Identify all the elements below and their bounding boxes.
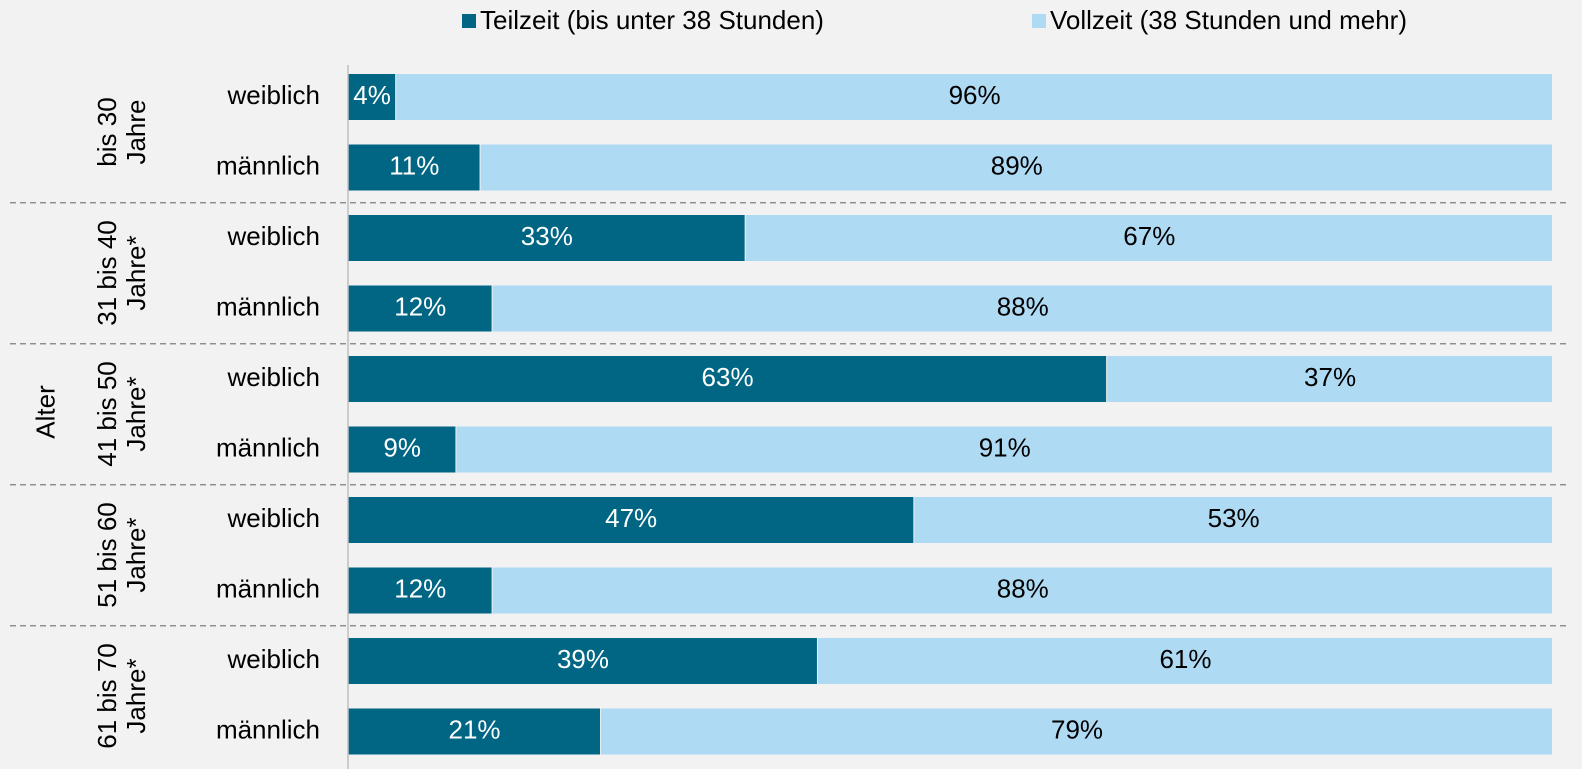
value-label: 96% [949, 80, 1001, 110]
legend-label: Teilzeit (bis unter 38 Stunden) [480, 5, 824, 35]
bar-segment [348, 708, 601, 755]
group-label: 51 bis 60 Jahre* [92, 502, 151, 609]
value-label: 37% [1304, 362, 1356, 392]
category-label: weiblich [227, 221, 321, 251]
value-label: 61% [1159, 644, 1211, 674]
bar-segment [348, 215, 745, 261]
bar-segment [348, 426, 456, 473]
value-label: 91% [979, 432, 1031, 462]
value-label: 88% [997, 573, 1049, 603]
bar-segment [601, 708, 1552, 755]
value-label: 12% [394, 291, 446, 321]
bar-segment [914, 497, 1552, 543]
legend-swatch [1032, 14, 1046, 28]
bar-segment [348, 144, 480, 191]
bar-segment [348, 567, 492, 614]
category-label: weiblich [227, 80, 321, 110]
group-label: bis 30 Jahre [92, 97, 151, 167]
bar-segment [817, 638, 1552, 684]
bar-segment [480, 144, 1552, 191]
bar-segment [348, 638, 817, 684]
value-label: 9% [383, 432, 421, 462]
group-label: 61 bis 70 Jahre* [92, 643, 151, 750]
bar-segment [348, 356, 1107, 402]
bar-segment [348, 285, 492, 332]
bar-segment [492, 567, 1553, 614]
value-label: 11% [389, 150, 439, 180]
bar-segment [745, 215, 1552, 261]
value-label: 53% [1208, 503, 1260, 533]
value-label: 4% [353, 80, 391, 110]
category-label: weiblich [227, 503, 321, 533]
bar-segment [456, 426, 1553, 473]
value-label: 47% [605, 503, 657, 533]
bar-segment [492, 285, 1553, 332]
category-label: männlich [216, 573, 320, 603]
bar-segment [348, 497, 914, 543]
value-label: 89% [991, 150, 1043, 180]
bar-segment [348, 74, 396, 120]
axis-title: Alter [30, 385, 61, 439]
value-label: 63% [702, 362, 754, 392]
group-label: 41 bis 50 Jahre* [92, 361, 151, 468]
category-label: weiblich [227, 362, 321, 392]
category-label: männlich [216, 150, 320, 180]
value-label: 39% [557, 644, 609, 674]
value-label: 67% [1123, 221, 1175, 251]
value-label: 88% [997, 291, 1049, 321]
category-label: männlich [216, 714, 320, 744]
value-label: 12% [394, 573, 446, 603]
category-label: weiblich [227, 644, 321, 674]
category-label: männlich [216, 432, 320, 462]
value-label: 21% [449, 714, 501, 744]
value-label: 79% [1051, 714, 1103, 744]
group-label: 31 bis 40 Jahre* [92, 220, 151, 327]
value-label: 33% [521, 221, 573, 251]
legend-swatch [462, 14, 476, 28]
bar-segment [1107, 356, 1552, 402]
legend-label: Vollzeit (38 Stunden und mehr) [1050, 5, 1407, 35]
category-label: männlich [216, 291, 320, 321]
bar-segment [396, 74, 1553, 120]
